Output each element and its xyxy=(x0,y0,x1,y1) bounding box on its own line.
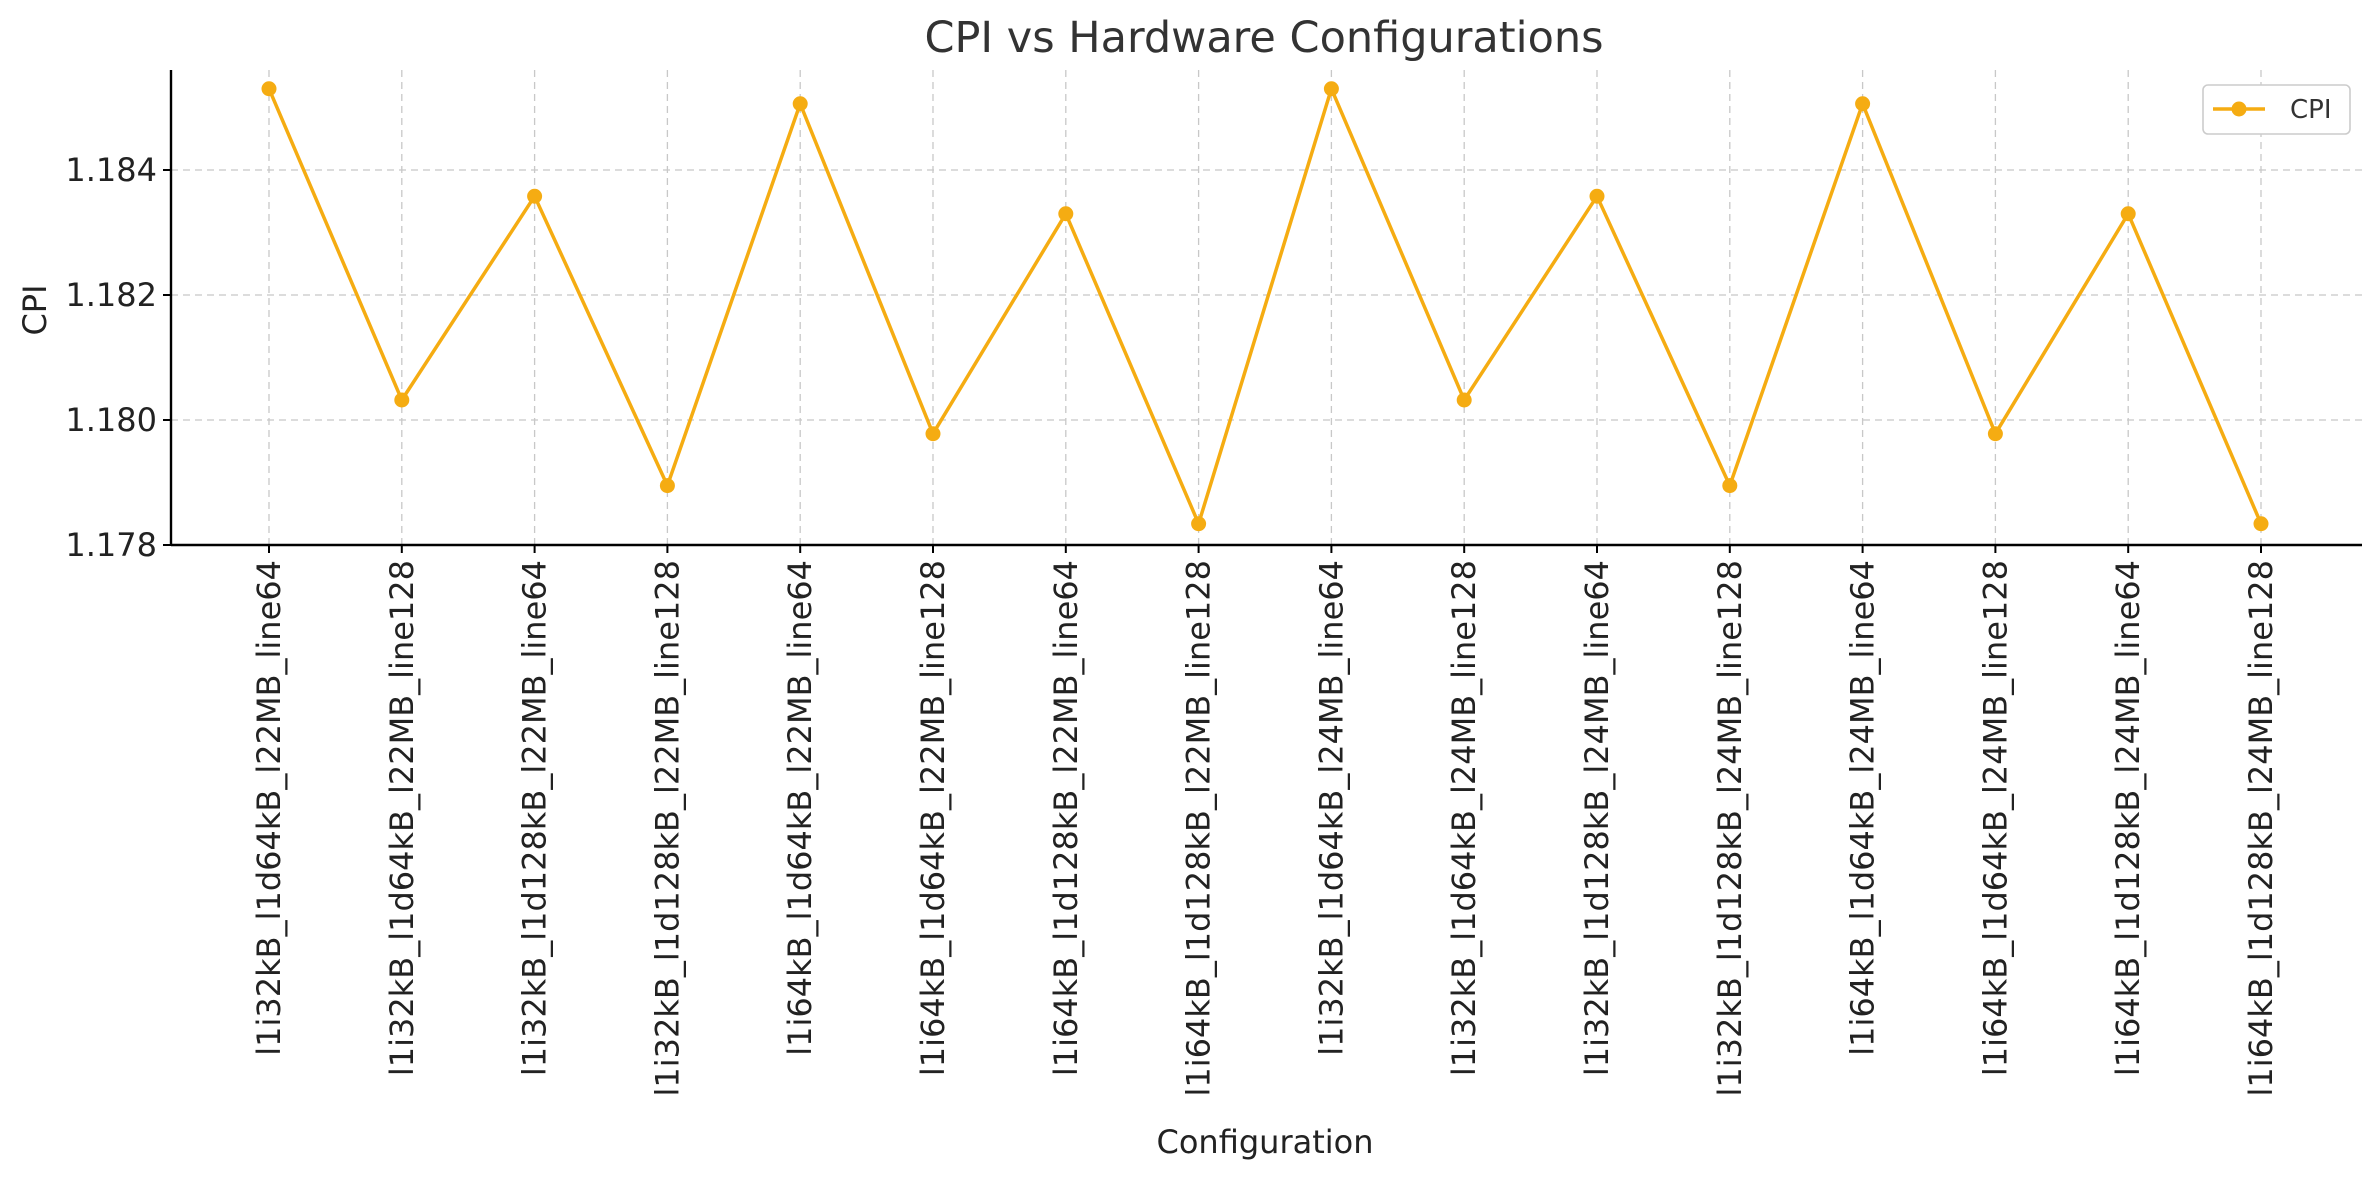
data-point xyxy=(1987,426,2003,442)
x-tick-label: l1i64kB_l1d64kB_l24MB_line128 xyxy=(1976,560,2014,1076)
x-ticks: l1i32kB_l1d64kB_l22MB_line64 l1i32kB_l1d6… xyxy=(250,545,2280,1096)
data-point xyxy=(394,392,410,408)
x-tick-label: l1i32kB_l1d128kB_l22MB_line64 xyxy=(516,560,554,1076)
data-point xyxy=(261,81,277,97)
x-tick-label: l1i32kB_l1d128kB_l24MB_line64 xyxy=(1578,560,1616,1076)
x-tick-label: l1i64kB_l1d64kB_l22MB_line128 xyxy=(914,560,952,1076)
data-point xyxy=(792,96,808,112)
x-tick-label: l1i32kB_l1d64kB_l24MB_line64 xyxy=(1312,560,1350,1056)
x-tick-label: l1i32kB_l1d64kB_l24MB_line128 xyxy=(1445,560,1483,1076)
x-tick-label: l1i64kB_l1d128kB_l22MB_line64 xyxy=(1047,560,1085,1076)
data-point xyxy=(1456,392,1472,408)
legend-box xyxy=(2202,84,2351,135)
y-tick-label: 1.178 xyxy=(65,526,157,564)
y-tick-label: 1.184 xyxy=(65,151,157,189)
legend: CPI xyxy=(2202,84,2351,135)
x-tick-label: l1i32kB_l1d64kB_l22MB_line64 xyxy=(250,560,288,1056)
data-point xyxy=(2253,516,2269,532)
grid xyxy=(171,70,2362,545)
data-point xyxy=(659,478,675,494)
data-point xyxy=(925,426,941,442)
x-tick-label: l1i64kB_l1d64kB_l22MB_line64 xyxy=(781,560,819,1056)
x-axis-label: Configuration xyxy=(1156,1123,1373,1161)
data-point xyxy=(1855,96,1871,112)
x-tick-label: l1i64kB_l1d64kB_l24MB_line64 xyxy=(1844,560,1882,1056)
data-point xyxy=(2120,206,2136,222)
data-point xyxy=(1589,188,1605,204)
legend-marker xyxy=(2231,101,2247,117)
axes xyxy=(169,70,2362,547)
data-point xyxy=(1191,516,1207,532)
x-tick-label: l1i32kB_l1d64kB_l22MB_line128 xyxy=(383,560,421,1076)
series-line-cpi xyxy=(267,83,2263,529)
y-tick-label: 1.182 xyxy=(65,276,157,314)
x-tick-label: l1i64kB_l1d128kB_l24MB_line64 xyxy=(2109,560,2147,1076)
x-tick-label: l1i32kB_l1d128kB_l24MB_line128 xyxy=(1711,560,1749,1096)
chart-title: CPI vs Hardware Configurations xyxy=(924,13,1603,63)
data-point xyxy=(1323,81,1339,97)
y-tick-label: 1.180 xyxy=(65,401,157,439)
x-tick-label: l1i32kB_l1d128kB_l22MB_line128 xyxy=(648,560,686,1096)
data-point xyxy=(527,188,543,204)
legend-label: CPI xyxy=(2290,95,2332,125)
series xyxy=(261,81,2269,532)
y-ticks: 1.178 1.180 1.182 1.184 xyxy=(65,151,171,564)
x-tick-label: l1i64kB_l1d128kB_l22MB_line128 xyxy=(1180,560,1218,1096)
y-axis-label: CPI xyxy=(16,284,54,335)
data-point xyxy=(1058,206,1074,222)
x-tick-label: l1i64kB_l1d128kB_l24MB_line128 xyxy=(2242,560,2280,1096)
data-point xyxy=(1722,478,1738,494)
